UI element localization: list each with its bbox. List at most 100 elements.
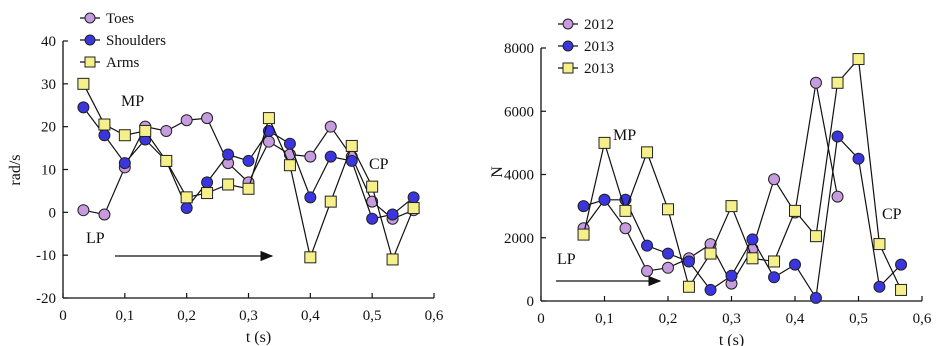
- y-tick-label: 4000: [504, 168, 534, 184]
- legend-marker: [84, 56, 96, 68]
- legend: Toes Shoulders Arms: [80, 11, 166, 71]
- annotation-cp: CP: [369, 156, 389, 173]
- data-point: [768, 173, 781, 186]
- series-2: [577, 130, 908, 304]
- series-3: [77, 77, 420, 266]
- y-tick-label: 8000: [504, 41, 534, 57]
- data-point: [768, 271, 781, 284]
- data-point: [366, 180, 379, 193]
- y-tick-label: 2000: [504, 231, 534, 247]
- data-point: [324, 195, 337, 208]
- x-tick-label: 0,3: [239, 308, 258, 324]
- x-tick-label: 0,6: [913, 311, 932, 327]
- annotation-lp: LP: [86, 230, 105, 247]
- data-point: [662, 247, 674, 260]
- data-point: [725, 269, 738, 282]
- data-point: [641, 146, 654, 159]
- x-tick-label: 0: [537, 311, 545, 327]
- data-point: [873, 238, 886, 251]
- data-point: [831, 130, 844, 143]
- chart-panel-2: 0 0,1 0,2 0,3 0,4 0,5 0,6 0 2000 4000 6000 8000 t (s…: [489, 17, 932, 346]
- data-point: [242, 154, 255, 167]
- y-tick-label: 6000: [504, 104, 534, 120]
- data-point: [98, 118, 111, 131]
- legend-marker: [84, 12, 96, 24]
- series-1: [77, 112, 420, 225]
- data-point: [746, 233, 759, 246]
- y-axis-title: rad/s: [7, 154, 24, 185]
- y-tick-label: -20: [36, 291, 56, 307]
- data-point: [704, 283, 717, 296]
- data-point: [895, 283, 908, 296]
- annotation-cp: CP: [882, 206, 902, 223]
- data-point: [201, 176, 214, 189]
- y-tick-label: 0: [49, 205, 57, 221]
- data-point: [366, 212, 379, 225]
- legend-marker: [562, 18, 574, 30]
- legend-label: 2013: [584, 61, 614, 77]
- data-point: [118, 157, 131, 170]
- series-2: [77, 101, 420, 225]
- data-point: [662, 203, 674, 216]
- data-point: [577, 200, 590, 213]
- data-point: [386, 208, 399, 221]
- data-point: [831, 76, 844, 89]
- data-point: [222, 178, 235, 191]
- x-tick-label: 0,6: [425, 308, 444, 324]
- y-tick-label: 40: [41, 34, 56, 50]
- data-point: [283, 159, 296, 172]
- data-point: [598, 193, 611, 206]
- data-point: [789, 204, 801, 217]
- data-point: [77, 101, 90, 114]
- series-line: [582, 57, 902, 291]
- y-tick-label: 10: [41, 163, 56, 179]
- data-point: [242, 182, 255, 195]
- x-tick-label: 0,5: [363, 308, 382, 324]
- data-point: [577, 228, 590, 241]
- data-point: [345, 139, 358, 152]
- series-3: [577, 53, 908, 296]
- data-point: [809, 291, 822, 304]
- annotation-lp: LP: [557, 251, 576, 268]
- data-point: [262, 112, 275, 125]
- legend-marker: [562, 62, 574, 74]
- data-point: [77, 204, 90, 217]
- data-point: [682, 280, 695, 293]
- data-point: [160, 154, 173, 167]
- legend-label: Shoulders: [106, 33, 166, 49]
- data-point: [180, 114, 193, 127]
- data-point: [139, 124, 152, 137]
- data-point: [386, 253, 399, 266]
- x-tick-label: 0,4: [301, 308, 320, 324]
- data-point: [324, 150, 337, 163]
- legend-label: Arms: [106, 55, 139, 71]
- x-axis-title: t (s): [719, 332, 744, 346]
- data-point: [77, 77, 90, 90]
- data-point: [283, 137, 296, 150]
- y-axis-title: N: [489, 166, 506, 178]
- data-point: [852, 53, 865, 66]
- data-point: [201, 112, 214, 125]
- data-point: [619, 222, 632, 235]
- data-point: [873, 280, 886, 293]
- data-point: [262, 135, 275, 148]
- series-line: [82, 83, 415, 262]
- data-point: [222, 148, 235, 161]
- data-point: [831, 190, 844, 203]
- data-point: [662, 261, 674, 274]
- legend: 2012 2013 2013: [558, 17, 614, 77]
- x-tick-label: 0,3: [722, 311, 741, 327]
- legend-label: Toes: [106, 11, 134, 27]
- data-point: [852, 152, 865, 165]
- legend-marker: [562, 40, 574, 52]
- legend-marker: [84, 34, 96, 46]
- data-point: [118, 129, 131, 142]
- data-point: [98, 129, 111, 142]
- annotation-mp: MP: [613, 127, 636, 144]
- y-tick-label: 30: [41, 77, 56, 93]
- legend-label: 2012: [584, 17, 614, 33]
- data-point: [682, 255, 695, 268]
- data-point: [641, 239, 654, 252]
- data-point: [704, 247, 717, 260]
